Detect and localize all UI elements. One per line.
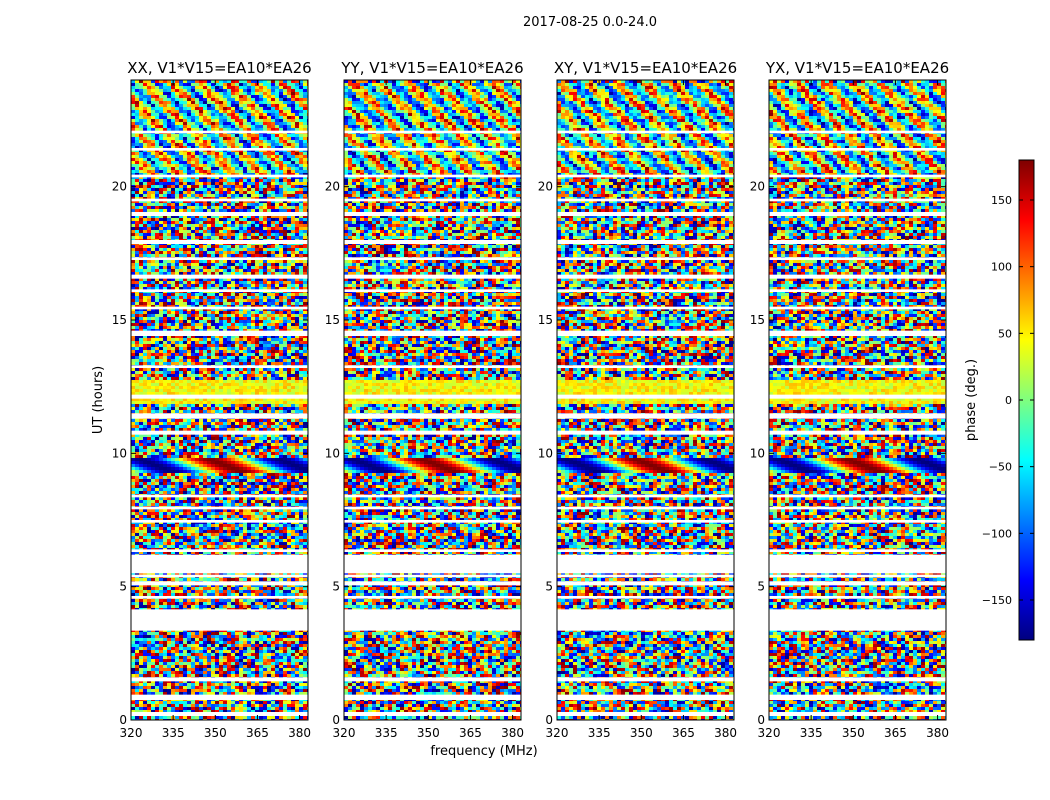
x-tick-label: 335	[800, 726, 823, 740]
x-axis-label: frequency (MHz)	[430, 744, 537, 759]
figure-title: 2017-08-25 0.0-24.0	[523, 15, 657, 30]
panel-title: XY, V1*V15=EA10*EA26	[554, 59, 737, 77]
phase-heatmap	[344, 80, 521, 720]
colorbar-ticks: −150 −100 −50 0 50 100 150	[982, 194, 1034, 607]
y-tick-label: 15	[538, 313, 553, 327]
panel-title: XX, V1*V15=EA10*EA26	[127, 59, 311, 77]
flagged-region	[344, 554, 521, 574]
colorbar-tick-label: −50	[989, 461, 1012, 474]
x-tick-label: 365	[884, 726, 907, 740]
x-tick-label: 350	[204, 726, 227, 740]
panel-title: YX, V1*V15=EA10*EA26	[765, 59, 949, 77]
y-tick-label: 5	[545, 580, 553, 594]
y-tick-label: 20	[538, 180, 553, 194]
x-tick-label: 350	[417, 726, 440, 740]
y-tick-label: 10	[750, 446, 765, 460]
colorbar-tick-label: −150	[982, 594, 1012, 607]
x-tick-label: 320	[758, 726, 781, 740]
x-tick-label: 365	[459, 726, 482, 740]
panel-yy: YY, V1*V15=EA10*EA26 320 335 350 365 380 0 5 10 1…	[325, 59, 524, 740]
y-tick-label: 5	[757, 580, 765, 594]
x-tick-label: 365	[672, 726, 695, 740]
flagged-region	[557, 612, 734, 628]
flagged-region	[131, 554, 308, 574]
colorbar-tick-label: 0	[1005, 394, 1012, 407]
y-tick-label: 10	[112, 446, 127, 460]
flagged-region	[769, 554, 946, 574]
panel-yx: YX, V1*V15=EA10*EA26 320 335 350 365 380 0 5 10 1…	[750, 59, 949, 740]
x-tick-label: 320	[546, 726, 569, 740]
y-tick-label: 0	[545, 713, 553, 727]
y-tick-label: 0	[332, 713, 340, 727]
flagged-region	[557, 554, 734, 574]
y-tick-label: 15	[750, 313, 765, 327]
y-tick-label: 15	[325, 313, 340, 327]
x-tick-label: 380	[288, 726, 311, 740]
phase-heatmap	[557, 80, 734, 720]
flagged-region	[769, 612, 946, 628]
y-tick-label: 20	[750, 180, 765, 194]
x-tick-label: 335	[588, 726, 611, 740]
panel-frame	[556, 79, 735, 721]
panel-xx: XX, V1*V15=EA10*EA26 320 335 350 365 380 0 5 10 1…	[112, 59, 312, 740]
phase-heatmap	[769, 80, 946, 720]
y-tick-label: 15	[112, 313, 127, 327]
colorbar-tick-label: 100	[991, 261, 1012, 274]
x-tick-label: 335	[162, 726, 185, 740]
panel-frame	[130, 79, 309, 721]
flagged-region	[131, 612, 308, 628]
x-tick-label: 320	[333, 726, 356, 740]
panel-xy: XY, V1*V15=EA10*EA26 320 335 350 365 380 0 5 10 1…	[538, 59, 737, 740]
colorbar-tick-label: −100	[982, 527, 1012, 540]
y-tick-label: 5	[119, 580, 127, 594]
y-axis-label: UT (hours)	[91, 366, 106, 434]
y-tick-label: 0	[119, 713, 127, 727]
colorbar-tick-label: 50	[998, 327, 1012, 340]
x-tick-label: 350	[842, 726, 865, 740]
flagged-region	[344, 612, 521, 628]
x-tick-label: 380	[714, 726, 737, 740]
x-tick-label: 335	[375, 726, 398, 740]
colorbar-label: phase (deg.)	[964, 359, 979, 441]
y-tick-label: 5	[332, 580, 340, 594]
y-tick-label: 10	[538, 446, 553, 460]
x-tick-label: 350	[630, 726, 653, 740]
colorbar: −150 −100 −50 0 50 100 150 phase (deg.)	[964, 159, 1035, 641]
y-tick-label: 20	[112, 180, 127, 194]
panel-frame	[343, 79, 522, 721]
y-tick-label: 20	[325, 180, 340, 194]
x-tick-label: 320	[120, 726, 143, 740]
phase-heatmap	[131, 80, 308, 720]
y-tick-label: 0	[757, 713, 765, 727]
panels-group: XX, V1*V15=EA10*EA26 320 335 350 365 380 0 5 10 1…	[112, 59, 949, 740]
x-tick-label: 380	[501, 726, 524, 740]
x-tick-label: 365	[246, 726, 269, 740]
y-tick-label: 10	[325, 446, 340, 460]
panel-frame	[768, 79, 947, 721]
colorbar-tick-label: 150	[991, 194, 1012, 207]
panel-title: YY, V1*V15=EA10*EA26	[340, 59, 523, 77]
x-tick-label: 380	[926, 726, 949, 740]
